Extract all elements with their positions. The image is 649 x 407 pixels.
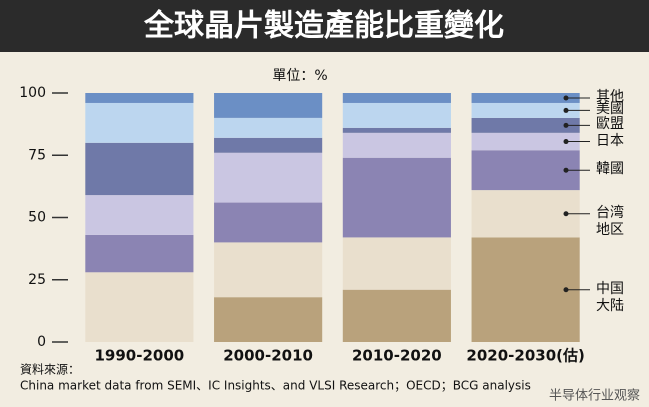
x-tick-label: 2010-2020	[352, 347, 442, 365]
bar-segment	[214, 202, 323, 243]
bar-segment	[85, 93, 194, 103]
legend-label: 台湾地区	[596, 204, 624, 238]
bar-segment	[85, 195, 194, 235]
x-tick-label: 2000-2010	[223, 347, 313, 365]
bar-segment	[214, 297, 323, 342]
bar-segment	[471, 190, 580, 238]
x-tick-label: 2020-2030(估)	[466, 347, 584, 365]
y-tick-label: 50	[28, 210, 46, 226]
unit-label: 單位：%	[272, 68, 327, 84]
title-band	[0, 0, 649, 52]
bar-segment	[214, 93, 323, 118]
bar-segment	[471, 150, 580, 191]
chart-title: 全球晶片製造產能比重變化	[143, 9, 504, 44]
watermark: 半导体行业观察	[549, 389, 640, 404]
bar-segment	[342, 132, 451, 158]
bar-segment	[342, 157, 451, 238]
bar-segment	[471, 93, 580, 103]
y-tick-label: 75	[28, 147, 46, 163]
x-tick-label: 1990-2000	[95, 347, 185, 365]
bar-segment	[471, 237, 580, 342]
bar-segment	[471, 132, 580, 151]
y-tick-label: 25	[28, 272, 46, 288]
y-tick-label: 100	[19, 85, 46, 101]
bar-segment	[214, 117, 323, 138]
y-tick-label: 0	[37, 334, 46, 350]
bar-segment	[342, 102, 451, 128]
legend-label: 中国大陆	[596, 280, 624, 314]
bar-segment	[342, 289, 451, 342]
bar-segment	[214, 152, 323, 203]
legend-label: 美國	[596, 101, 624, 118]
source: China market data from SEMI、IC Insights、…	[20, 379, 531, 393]
bar-segment	[342, 127, 451, 133]
bar-segment	[214, 137, 323, 153]
legend-label: 日本	[596, 132, 624, 149]
legend-label: 其他	[596, 88, 624, 105]
bar-segment	[471, 102, 580, 118]
bar-segment	[214, 242, 323, 298]
legend-label: 歐盟	[596, 116, 624, 133]
legend-label: 韓國	[596, 161, 624, 178]
source-label: 資料來源：	[20, 363, 80, 377]
bar-segment	[85, 272, 194, 342]
bar-segment	[342, 93, 451, 103]
bar-segment	[85, 234, 194, 273]
bar-segment	[85, 102, 194, 143]
bar-segment	[471, 117, 580, 133]
bar-segment	[85, 142, 194, 196]
bar-segment	[342, 237, 451, 290]
